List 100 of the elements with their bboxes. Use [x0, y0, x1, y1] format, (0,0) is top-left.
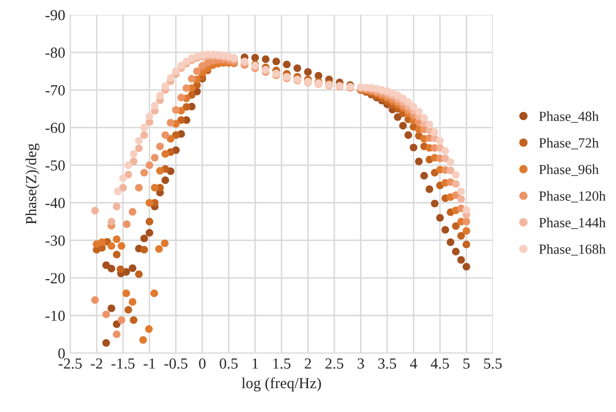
point [108, 218, 116, 226]
point [162, 176, 170, 184]
point [112, 202, 121, 210]
y-tick-label: -70 [46, 85, 65, 96]
point [436, 136, 444, 145]
point [452, 180, 460, 188]
point [108, 242, 116, 250]
point [139, 336, 147, 344]
point [135, 136, 143, 145]
point [130, 316, 138, 324]
point [118, 316, 126, 324]
point [452, 222, 460, 230]
x-tick-label: 5.5 [484, 358, 502, 369]
y-tick-label: -40 [46, 198, 65, 208]
point [150, 184, 159, 192]
x-tick-label: 2.5 [325, 358, 344, 369]
point [102, 261, 110, 269]
point [457, 188, 465, 196]
point [446, 166, 454, 174]
point [156, 142, 164, 150]
point [462, 240, 470, 248]
point [112, 330, 121, 338]
point [135, 184, 143, 192]
x-tick-label: -0.5 [164, 358, 188, 369]
point [91, 296, 99, 304]
point [108, 304, 116, 312]
point [98, 238, 106, 246]
x-tick-label: 5 [463, 358, 470, 369]
x-tick-label: -2 [90, 358, 102, 369]
point [135, 144, 143, 152]
point [251, 54, 259, 62]
point [128, 264, 136, 272]
point [162, 131, 170, 139]
point [162, 150, 170, 158]
y-tick-label: -10 [46, 310, 65, 321]
point [198, 62, 206, 70]
point [112, 250, 121, 258]
x-axis-title: log (freq/Hz) [242, 377, 321, 392]
point [188, 74, 196, 83]
point [166, 135, 174, 143]
y-tick-label: -30 [46, 235, 65, 246]
x-tick-label: 4 [410, 358, 418, 369]
point [140, 234, 148, 242]
point [462, 227, 470, 235]
point [118, 242, 126, 250]
point [128, 208, 136, 216]
point [415, 108, 423, 116]
point [441, 154, 450, 162]
point [177, 62, 185, 70]
point [399, 122, 407, 130]
point [172, 131, 180, 139]
y-tick-label: 0 [58, 348, 65, 359]
point [430, 168, 438, 176]
y-tick-label: -80 [46, 48, 65, 58]
point [410, 144, 418, 152]
point [415, 158, 423, 166]
point [272, 58, 280, 66]
point [441, 147, 450, 155]
point [452, 171, 460, 179]
point [116, 265, 124, 274]
point [112, 320, 121, 328]
point [146, 229, 154, 237]
legend-label: Phase_48h [539, 111, 599, 123]
point [446, 158, 454, 166]
point [420, 114, 428, 122]
point [410, 102, 418, 110]
point [145, 325, 153, 333]
point [404, 131, 412, 139]
x-tick-label: 3 [358, 358, 364, 369]
point [394, 113, 402, 121]
point [140, 168, 148, 176]
point [304, 68, 312, 76]
x-tick-label: -2.5 [58, 358, 82, 369]
point [430, 128, 438, 136]
point [112, 235, 121, 244]
point [441, 226, 450, 234]
point [128, 298, 136, 306]
point [124, 161, 132, 169]
point [177, 94, 185, 102]
x-tick-label: 4.5 [430, 358, 449, 369]
point [172, 106, 180, 114]
legend-label: Phase_168h [539, 244, 606, 256]
point [130, 150, 138, 158]
point [426, 120, 434, 128]
point [282, 60, 291, 68]
point [446, 238, 454, 246]
point [262, 55, 270, 63]
legend-label: Phase_96h [539, 164, 599, 176]
point [457, 195, 465, 203]
point [124, 306, 132, 314]
point [119, 184, 127, 192]
point [102, 310, 110, 318]
point [122, 290, 130, 298]
point [436, 214, 444, 222]
x-tick-label: -1 [144, 358, 155, 369]
point [452, 248, 460, 256]
point [394, 91, 402, 100]
x-tick-label: 2 [304, 358, 311, 369]
point [146, 161, 154, 169]
x-tick-label: 0.5 [220, 358, 238, 369]
